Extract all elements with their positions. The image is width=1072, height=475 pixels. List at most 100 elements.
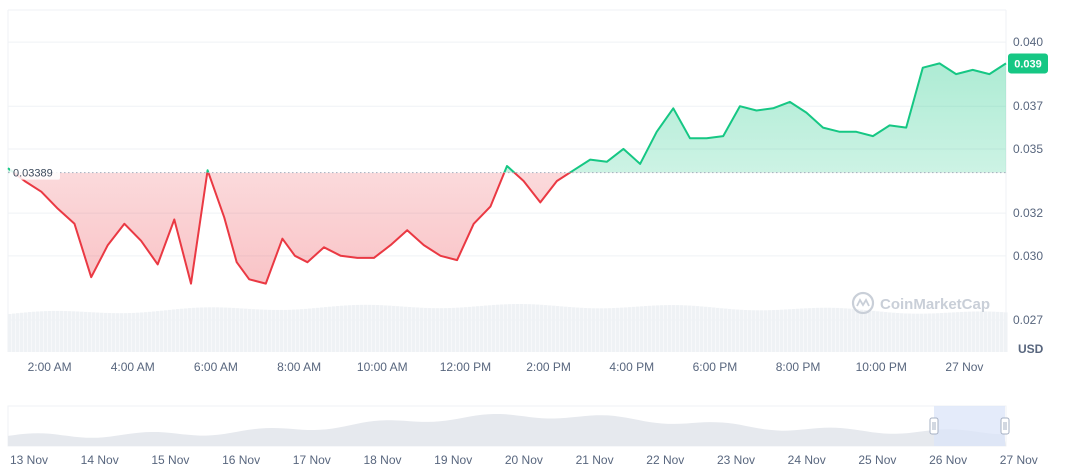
x-tick-label: 10:00 AM [357,360,408,374]
volume-bar [504,304,508,352]
volume-bar [968,311,972,352]
volume-bar [256,309,260,352]
volume-bar [268,309,272,352]
navigator-right-handle[interactable] [1000,417,1010,435]
reference-line: 0.03389 [8,163,1006,180]
volume-bar [412,307,416,352]
volume-bar [616,307,620,352]
volume-bar [780,309,784,352]
volume-bar [752,310,756,352]
volume-bar [756,310,760,352]
volume-bar [528,304,532,352]
volume-bar [944,312,948,352]
volume-bar [664,305,668,352]
volume-bar [480,305,484,352]
range-navigator[interactable]: 13 Nov 14 Nov 15 Nov 16 Nov 17 Nov 18 Nov 19 N… [7,405,1038,467]
volume-bar [940,313,944,352]
volume-bar [924,313,928,352]
volume-bar [384,305,388,352]
volume-bar [544,305,548,352]
volume-bar [244,308,248,352]
volume-bar [468,306,472,352]
volume-bar [684,305,688,352]
volume-bar [608,308,612,352]
volume-bar [900,313,904,352]
x-tick-label: 27 Nov [945,360,983,374]
x-tick-label: 10:00 PM [856,360,907,374]
volume-bar [368,304,372,352]
volume-bar [316,307,320,352]
volume-bar [232,307,236,352]
navigator-date-label: 19 Nov [434,453,472,467]
volume-bar [628,307,632,352]
volume-bar [964,311,968,352]
volume-bar [788,309,792,352]
volume-bar [728,308,732,352]
volume-bar [160,310,164,352]
x-tick-label: 8:00 PM [776,360,821,374]
volume-bar [208,307,212,352]
volume-bar [300,309,304,352]
volume-bar [840,308,844,352]
volume-bar [532,304,536,352]
volume-bar [484,305,488,352]
volume-bar [136,312,140,352]
volume-bar [188,308,192,352]
volume-bar [460,307,464,352]
volume-bar [376,305,380,352]
volume-bar [108,313,112,352]
volume-bar [476,306,480,352]
navigator-date-label: 22 Nov [646,453,684,467]
volume-bar [24,312,28,352]
coinmarketcap-logo-icon [851,291,875,315]
volume-bar [260,309,264,352]
volume-bar [248,308,252,352]
volume-bar [832,307,836,352]
volume-bar [896,313,900,352]
volume-bar [416,307,420,352]
volume-bar [588,308,592,352]
volume-bar [112,313,116,352]
volume-bar [792,308,796,352]
volume-bar [116,313,120,352]
volume-bar [652,305,656,352]
volume-bar [1000,312,1004,352]
volume-bar [396,306,400,352]
volume-bar [784,309,788,352]
volume-bar [404,306,408,352]
volume-bar [28,312,32,352]
volume-bar [388,305,392,352]
x-tick-label: 2:00 PM [526,360,571,374]
volume-bar [568,307,572,352]
volume-bar [48,310,52,352]
navigator-left-handle[interactable] [929,417,939,435]
volume-bar [304,308,308,352]
volume-bar [816,307,820,352]
y-tick-label: 0.037 [1013,99,1043,113]
volume-bar [552,305,556,352]
volume-bar [776,309,780,352]
volume-bar [772,310,776,352]
volume-bar [428,308,432,352]
volume-bar [592,308,596,352]
volume-bar [100,312,104,352]
navigator-selection-window[interactable] [934,406,1005,446]
volume-bar [892,312,896,352]
volume-bar [220,307,224,352]
volume-bar [236,308,240,352]
volume-bar [440,308,444,352]
volume-bar [696,306,700,352]
current-price-label: 0.039 [1014,58,1042,70]
volume-bar [760,310,764,352]
volume-bar [72,311,76,352]
volume-bar [228,307,232,352]
volume-bar [604,308,608,352]
volume-bar [128,313,132,352]
volume-bar [68,311,72,352]
navigator-date-label: 15 Nov [151,453,189,467]
volume-bar [276,309,280,352]
volume-bar [336,306,340,352]
volume-bar [296,309,300,352]
volume-bar [660,305,664,352]
